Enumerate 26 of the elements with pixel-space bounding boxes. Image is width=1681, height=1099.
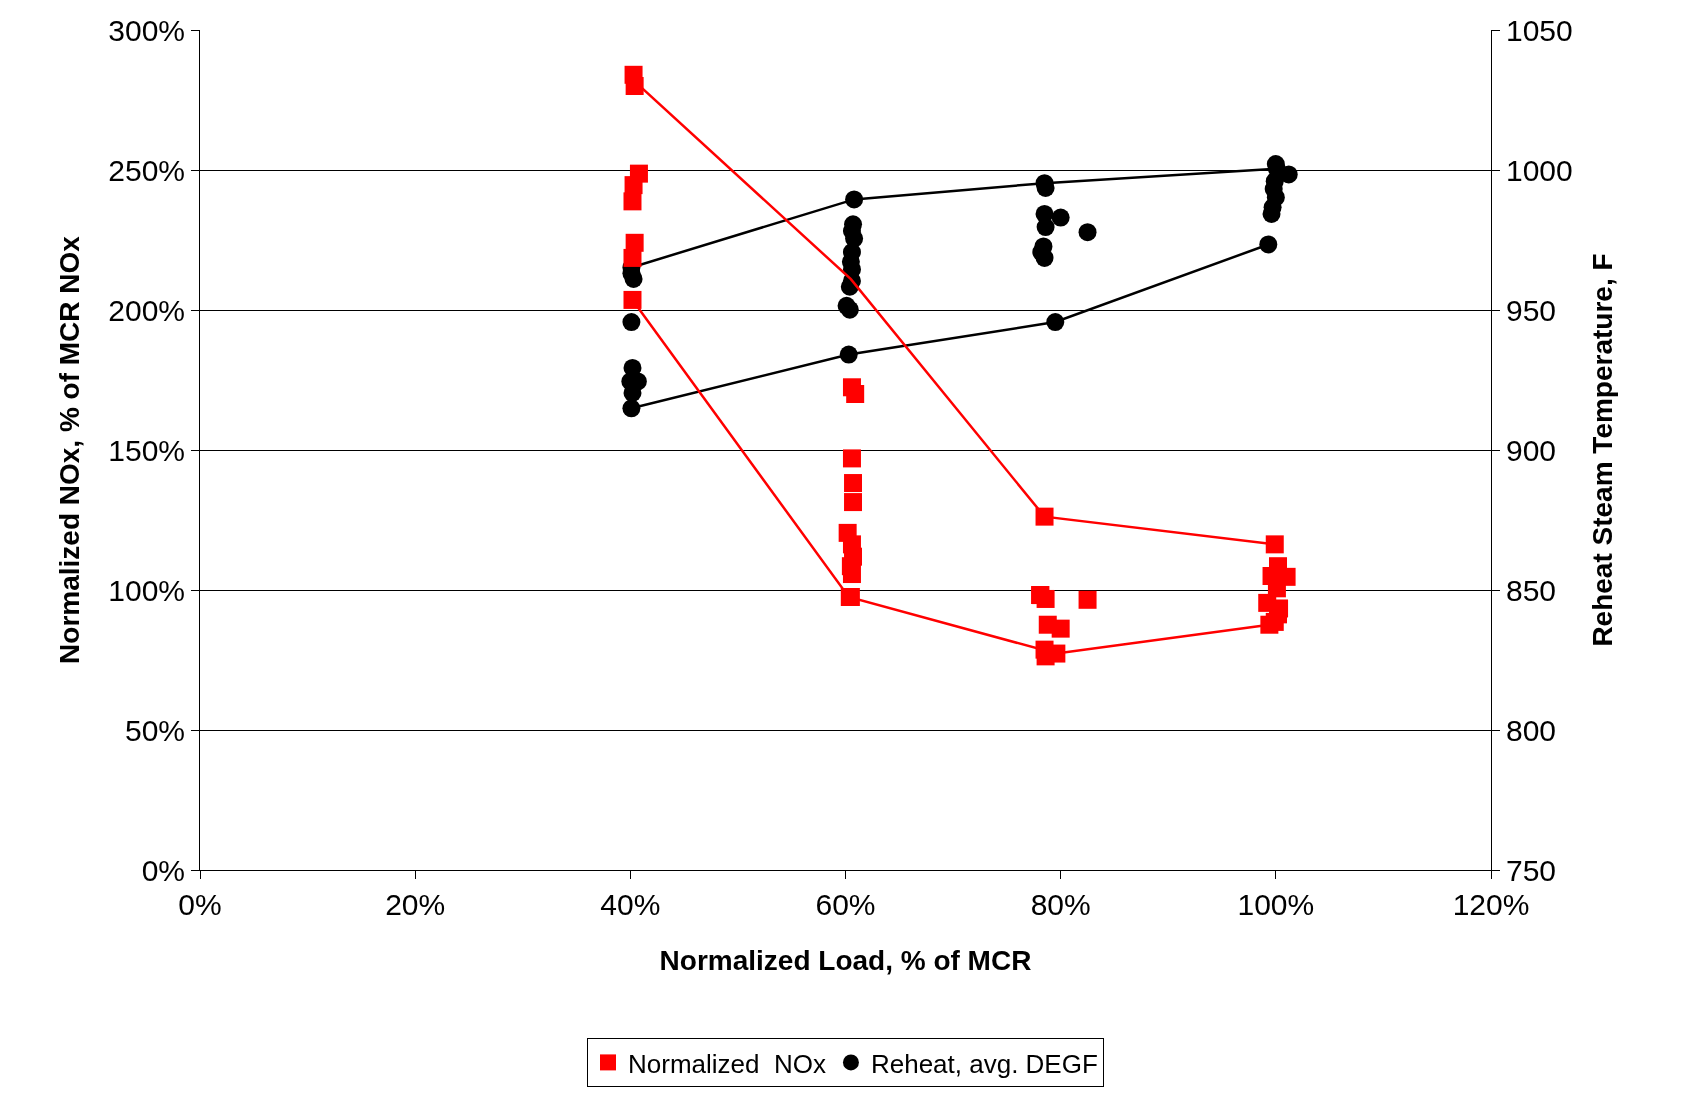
y2-tick-label: 750 xyxy=(1506,853,1557,887)
x-tick-label: 60% xyxy=(815,888,876,921)
y2-tick-label: 800 xyxy=(1506,713,1557,747)
x-axis-title: Normalized Load, % of MCR xyxy=(659,945,1032,977)
x-tick-label: 100% xyxy=(1237,888,1315,921)
y-tick-label: 200% xyxy=(108,293,185,327)
y-tick-label: 100% xyxy=(108,573,185,607)
y2-tick-label: 850 xyxy=(1506,573,1557,607)
y-tick-label: 150% xyxy=(108,433,185,467)
x-tick-label: 80% xyxy=(1030,888,1091,921)
y2-tick-label: 1000 xyxy=(1506,153,1573,187)
y-axis-title: Normalized NOx, % of MCR NOx xyxy=(53,235,85,664)
x-tick-label: 20% xyxy=(385,888,446,921)
y-tick-label: 300% xyxy=(108,13,185,47)
legend-label: Normalized NOx xyxy=(628,1048,826,1079)
x-tick-label: 40% xyxy=(600,888,661,921)
x-tick-label: 120% xyxy=(1452,888,1530,921)
x-tick-label: 0% xyxy=(178,888,222,921)
y2-tick-label: 900 xyxy=(1506,433,1557,467)
y-tick-label: 250% xyxy=(108,153,185,187)
y2-tick-label: 950 xyxy=(1506,293,1557,327)
y-tick-label: 0% xyxy=(141,853,185,887)
y-tick-label: 50% xyxy=(124,713,185,747)
y2-axis-title: Reheat Steam Temperature, F xyxy=(1586,253,1618,647)
y2-tick-label: 1050 xyxy=(1506,13,1573,47)
legend-label: Reheat, avg. DEGF xyxy=(870,1048,1098,1079)
